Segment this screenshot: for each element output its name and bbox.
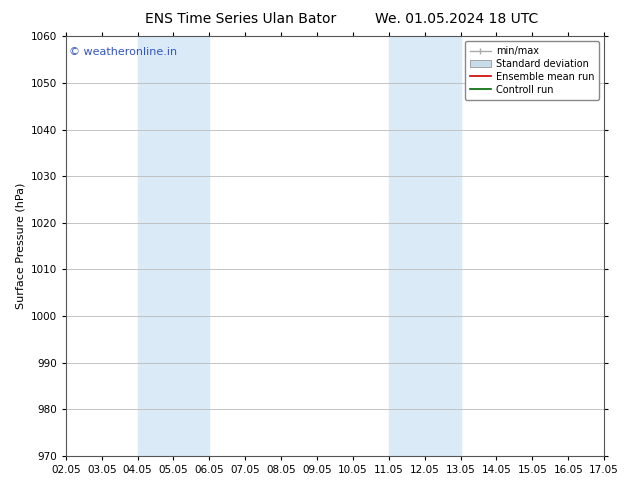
Bar [389, 36, 460, 456]
Legend: min/max, Standard deviation, Ensemble mean run, Controll run: min/max, Standard deviation, Ensemble me… [465, 41, 599, 99]
Text: © weatheronline.in: © weatheronline.in [68, 47, 177, 57]
Y-axis label: Surface Pressure (hPa): Surface Pressure (hPa) [15, 183, 25, 309]
Text: We. 01.05.2024 18 UTC: We. 01.05.2024 18 UTC [375, 12, 538, 26]
Bar [138, 36, 209, 456]
Text: ENS Time Series Ulan Bator: ENS Time Series Ulan Bator [145, 12, 337, 26]
